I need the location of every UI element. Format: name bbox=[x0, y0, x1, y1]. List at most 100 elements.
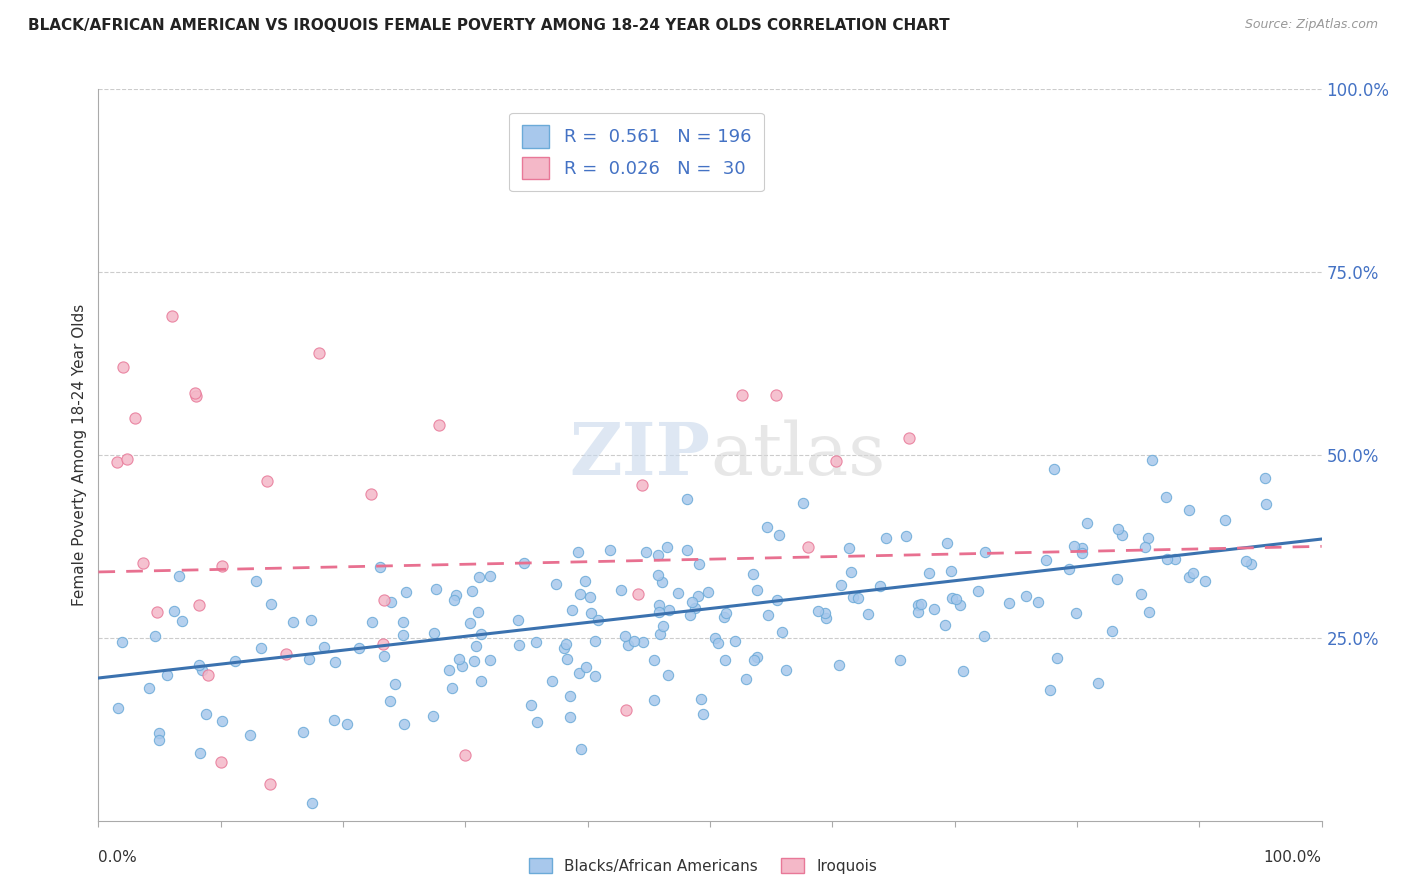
Point bbox=[755, 520, 778, 534]
Point bbox=[392, 615, 415, 629]
Point bbox=[260, 597, 283, 611]
Point bbox=[360, 487, 382, 501]
Text: Source: ZipAtlas.com: Source: ZipAtlas.com bbox=[1244, 18, 1378, 31]
Point bbox=[623, 633, 645, 648]
Point bbox=[546, 577, 568, 591]
Point bbox=[894, 529, 917, 543]
Point bbox=[187, 658, 209, 673]
Point bbox=[610, 582, 633, 597]
Point bbox=[373, 648, 395, 663]
Point bbox=[111, 360, 134, 375]
Point bbox=[756, 608, 779, 623]
Point bbox=[553, 640, 575, 655]
Point bbox=[478, 653, 501, 667]
Point bbox=[631, 478, 654, 492]
Point bbox=[747, 582, 769, 597]
Point bbox=[274, 647, 297, 661]
Point bbox=[568, 587, 591, 601]
Point bbox=[792, 496, 814, 510]
Point bbox=[1254, 471, 1277, 485]
Point bbox=[558, 710, 581, 724]
Point bbox=[616, 638, 638, 652]
Point bbox=[869, 579, 891, 593]
Point bbox=[688, 557, 710, 571]
Point bbox=[692, 707, 714, 722]
Point bbox=[614, 702, 637, 716]
Point bbox=[765, 387, 787, 401]
Point bbox=[1015, 589, 1038, 603]
Point bbox=[194, 707, 217, 722]
Point bbox=[167, 568, 190, 582]
Text: atlas: atlas bbox=[710, 419, 886, 491]
Point bbox=[1133, 540, 1156, 554]
Point bbox=[373, 593, 395, 607]
Point bbox=[470, 626, 492, 640]
Point bbox=[651, 619, 673, 633]
Legend: Blacks/African Americans, Iroquois: Blacks/African Americans, Iroquois bbox=[523, 852, 883, 880]
Point bbox=[1087, 676, 1109, 690]
Point bbox=[259, 777, 281, 791]
Point bbox=[939, 564, 962, 578]
Point bbox=[170, 614, 193, 628]
Point bbox=[907, 598, 929, 612]
Point bbox=[742, 652, 765, 666]
Point bbox=[655, 540, 678, 554]
Point bbox=[658, 603, 681, 617]
Point bbox=[555, 652, 578, 666]
Point bbox=[467, 605, 489, 619]
Point bbox=[107, 701, 129, 715]
Point bbox=[772, 625, 794, 640]
Point bbox=[1071, 541, 1094, 555]
Point bbox=[1046, 650, 1069, 665]
Point bbox=[634, 545, 657, 559]
Point bbox=[681, 595, 703, 609]
Point bbox=[395, 585, 418, 599]
Point bbox=[526, 714, 548, 729]
Point bbox=[1182, 566, 1205, 581]
Point bbox=[555, 637, 578, 651]
Point bbox=[586, 613, 609, 627]
Point bbox=[714, 653, 737, 667]
Point bbox=[1064, 606, 1087, 620]
Point bbox=[111, 635, 134, 649]
Point bbox=[347, 641, 370, 656]
Point bbox=[245, 574, 267, 588]
Point bbox=[797, 540, 820, 554]
Point bbox=[745, 649, 768, 664]
Point bbox=[322, 713, 344, 727]
Point bbox=[105, 455, 128, 469]
Legend: R =  0.561   N = 196, R =  0.026   N =  30: R = 0.561 N = 196, R = 0.026 N = 30 bbox=[509, 113, 763, 191]
Text: 100.0%: 100.0% bbox=[1264, 850, 1322, 865]
Text: 0.0%: 0.0% bbox=[98, 850, 138, 865]
Point bbox=[838, 541, 860, 555]
Point bbox=[325, 656, 347, 670]
Point bbox=[827, 658, 849, 673]
Point bbox=[941, 591, 963, 606]
Point bbox=[846, 591, 869, 605]
Text: BLACK/AFRICAN AMERICAN VS IROQUOIS FEMALE POVERTY AMONG 18-24 YEAR OLDS CORRELAT: BLACK/AFRICAN AMERICAN VS IROQUOIS FEMAL… bbox=[28, 18, 949, 33]
Point bbox=[697, 585, 720, 599]
Point bbox=[209, 755, 232, 769]
Point bbox=[775, 663, 797, 677]
Point bbox=[676, 491, 699, 506]
Point bbox=[583, 634, 606, 648]
Point bbox=[973, 629, 995, 643]
Point bbox=[291, 724, 314, 739]
Point bbox=[579, 607, 602, 621]
Point bbox=[568, 665, 591, 680]
Point bbox=[713, 610, 735, 624]
Point bbox=[1042, 462, 1064, 476]
Point bbox=[1137, 532, 1160, 546]
Point bbox=[444, 589, 467, 603]
Point bbox=[648, 599, 671, 613]
Point bbox=[360, 615, 382, 629]
Point bbox=[211, 559, 233, 574]
Point bbox=[380, 694, 402, 708]
Point bbox=[138, 681, 160, 695]
Point bbox=[1256, 497, 1278, 511]
Point bbox=[1163, 552, 1185, 566]
Point bbox=[650, 626, 672, 640]
Point bbox=[298, 652, 321, 666]
Point bbox=[574, 574, 596, 588]
Point bbox=[1177, 503, 1199, 517]
